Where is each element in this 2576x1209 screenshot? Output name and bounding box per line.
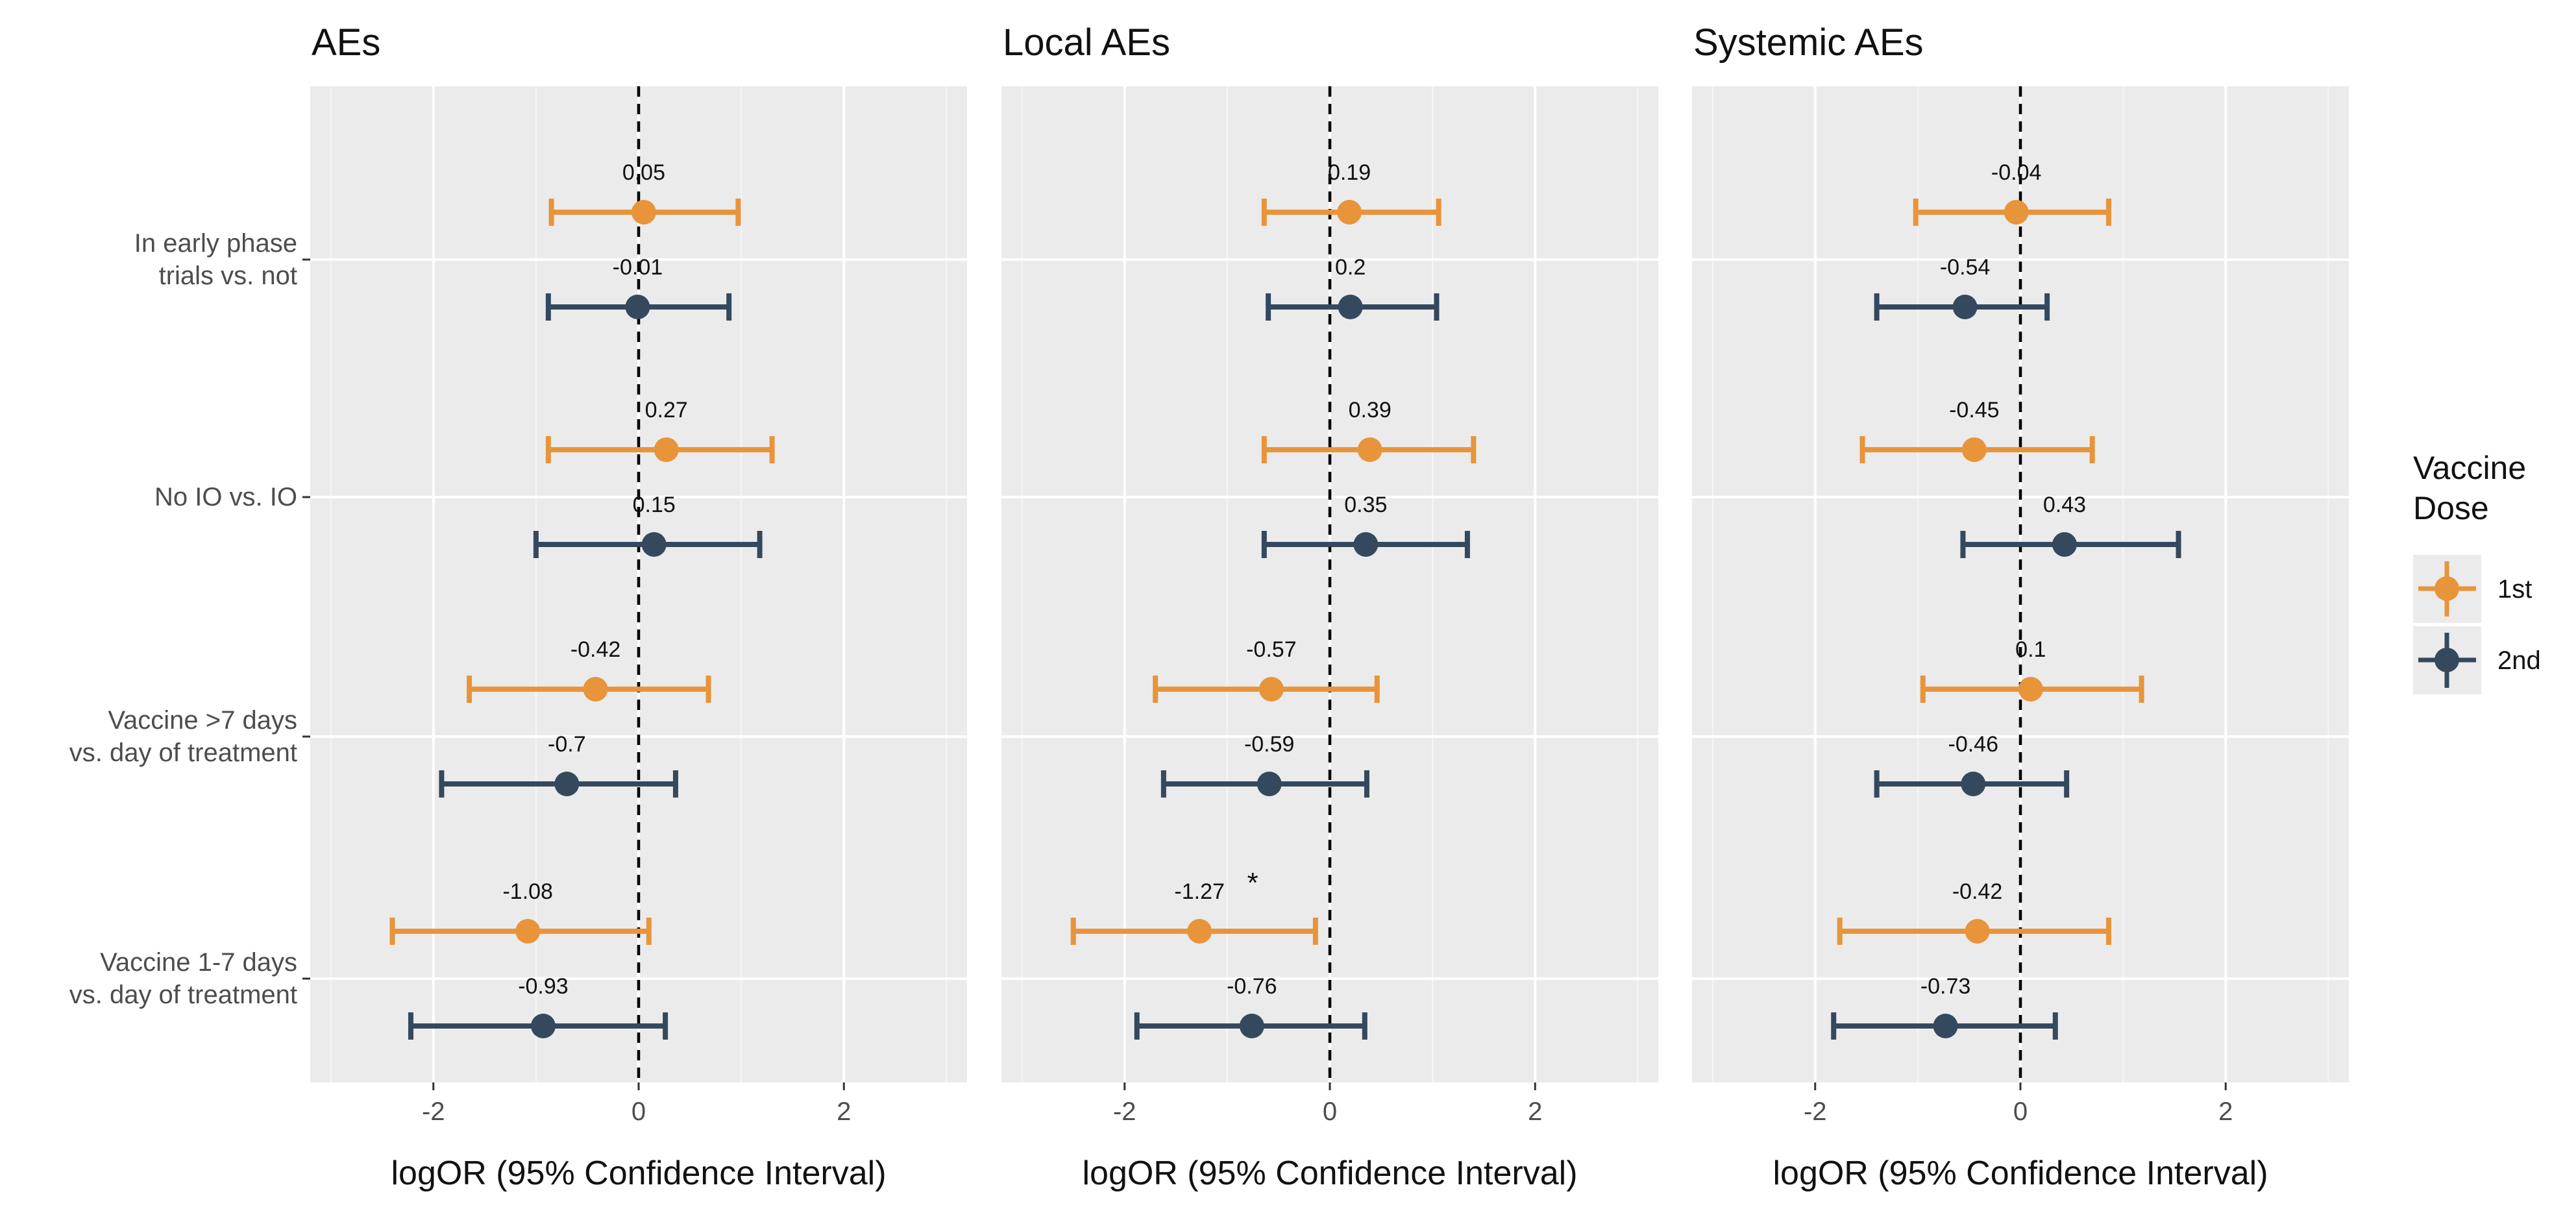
point-estimate [625,295,650,319]
estimate-label: -0.93 [518,974,569,999]
estimate-label: -0.45 [1949,398,2000,422]
y-category-label: Vaccine >7 days [108,706,297,735]
estimate-label: -0.54 [1940,255,1991,280]
estimate-label: -1.27 [1174,879,1225,904]
legend-title: Vaccine [2413,450,2526,486]
point-estimate [554,772,580,796]
estimate-label: -0.42 [1952,879,2003,904]
point-estimate [1933,1014,1958,1038]
x-axis-title: logOR (95% Confidence Interval) [1082,1154,1577,1192]
x-tick-label: 0 [1323,1097,1337,1126]
estimate-label: 0.27 [645,398,688,422]
x-tick-label: 2 [837,1097,851,1126]
x-axis-title: logOR (95% Confidence Interval) [1773,1154,2268,1192]
y-category-label: trials vs. not [159,262,297,290]
x-tick-label: -2 [1804,1097,1827,1126]
point-estimate [654,437,679,462]
estimate-label: -0.73 [1920,974,1971,999]
point-estimate [2018,677,2043,702]
x-tick-label: 2 [2218,1097,2233,1126]
point-estimate [1338,295,1363,319]
estimate-label: -1.08 [502,879,553,904]
panel-title: Systemic AEs [1693,21,1924,64]
x-tick-label: -2 [1113,1097,1136,1126]
point-estimate [1258,677,1284,702]
x-axis-title: logOR (95% Confidence Interval) [391,1154,886,1192]
estimate-label: -0.59 [1244,732,1295,757]
estimate-label: 0.1 [2015,637,2046,662]
point-estimate [1353,532,1379,557]
point-estimate [1337,200,1362,225]
y-category-label: In early phase [134,229,297,258]
y-category-label: vs. day of treatment [69,981,297,1009]
panel-title: Local AEs [1003,21,1170,64]
estimate-label: -0.42 [570,637,621,662]
x-tick-label: 0 [2013,1097,2028,1126]
estimate-label: -0.46 [1948,732,1999,757]
estimate-label: -0.76 [1227,974,1277,999]
estimate-label: 0.2 [1335,255,1366,280]
estimate-label: 0.43 [2043,493,2086,517]
x-tick-label: -2 [422,1097,445,1126]
y-category-label: Vaccine 1-7 days [100,948,297,977]
point-estimate [1965,919,1990,944]
point-estimate [1961,772,1986,796]
y-category-label: vs. day of treatment [69,739,297,767]
estimate-label: -0.57 [1246,637,1297,662]
point-estimate [641,532,667,557]
x-tick-label: 0 [632,1097,646,1126]
point-estimate [1187,919,1212,944]
x-tick-label: 2 [1528,1097,1542,1126]
legend-label: 1st [2497,575,2532,604]
point-estimate [515,919,541,944]
point-estimate [1357,437,1382,462]
estimate-label: 0.05 [622,160,665,185]
point-estimate [1961,437,1987,462]
point-estimate [1239,1014,1264,1038]
estimate-label: 0.15 [633,493,676,517]
legend-key-point [2435,648,2459,672]
legend-title: Dose [2413,490,2489,526]
point-estimate [1952,295,1978,319]
significance-marker: * [1247,867,1258,899]
estimate-label: -0.04 [1991,160,2042,185]
estimate-label: 0.35 [1344,493,1387,517]
estimate-label: -0.7 [548,732,586,757]
legend-key-point [2435,576,2459,601]
estimate-label: 0.19 [1328,160,1371,185]
legend-label: 2nd [2497,646,2541,675]
point-estimate [1257,772,1282,796]
y-category-label: No IO vs. IO [154,483,297,511]
point-estimate [530,1014,556,1038]
estimate-label: 0.39 [1349,398,1392,422]
estimate-label: -0.01 [613,255,663,280]
point-estimate [631,200,656,225]
point-estimate [2004,200,2029,225]
point-estimate [2052,532,2077,557]
point-estimate [583,677,608,702]
panel-title: AEs [312,21,380,64]
